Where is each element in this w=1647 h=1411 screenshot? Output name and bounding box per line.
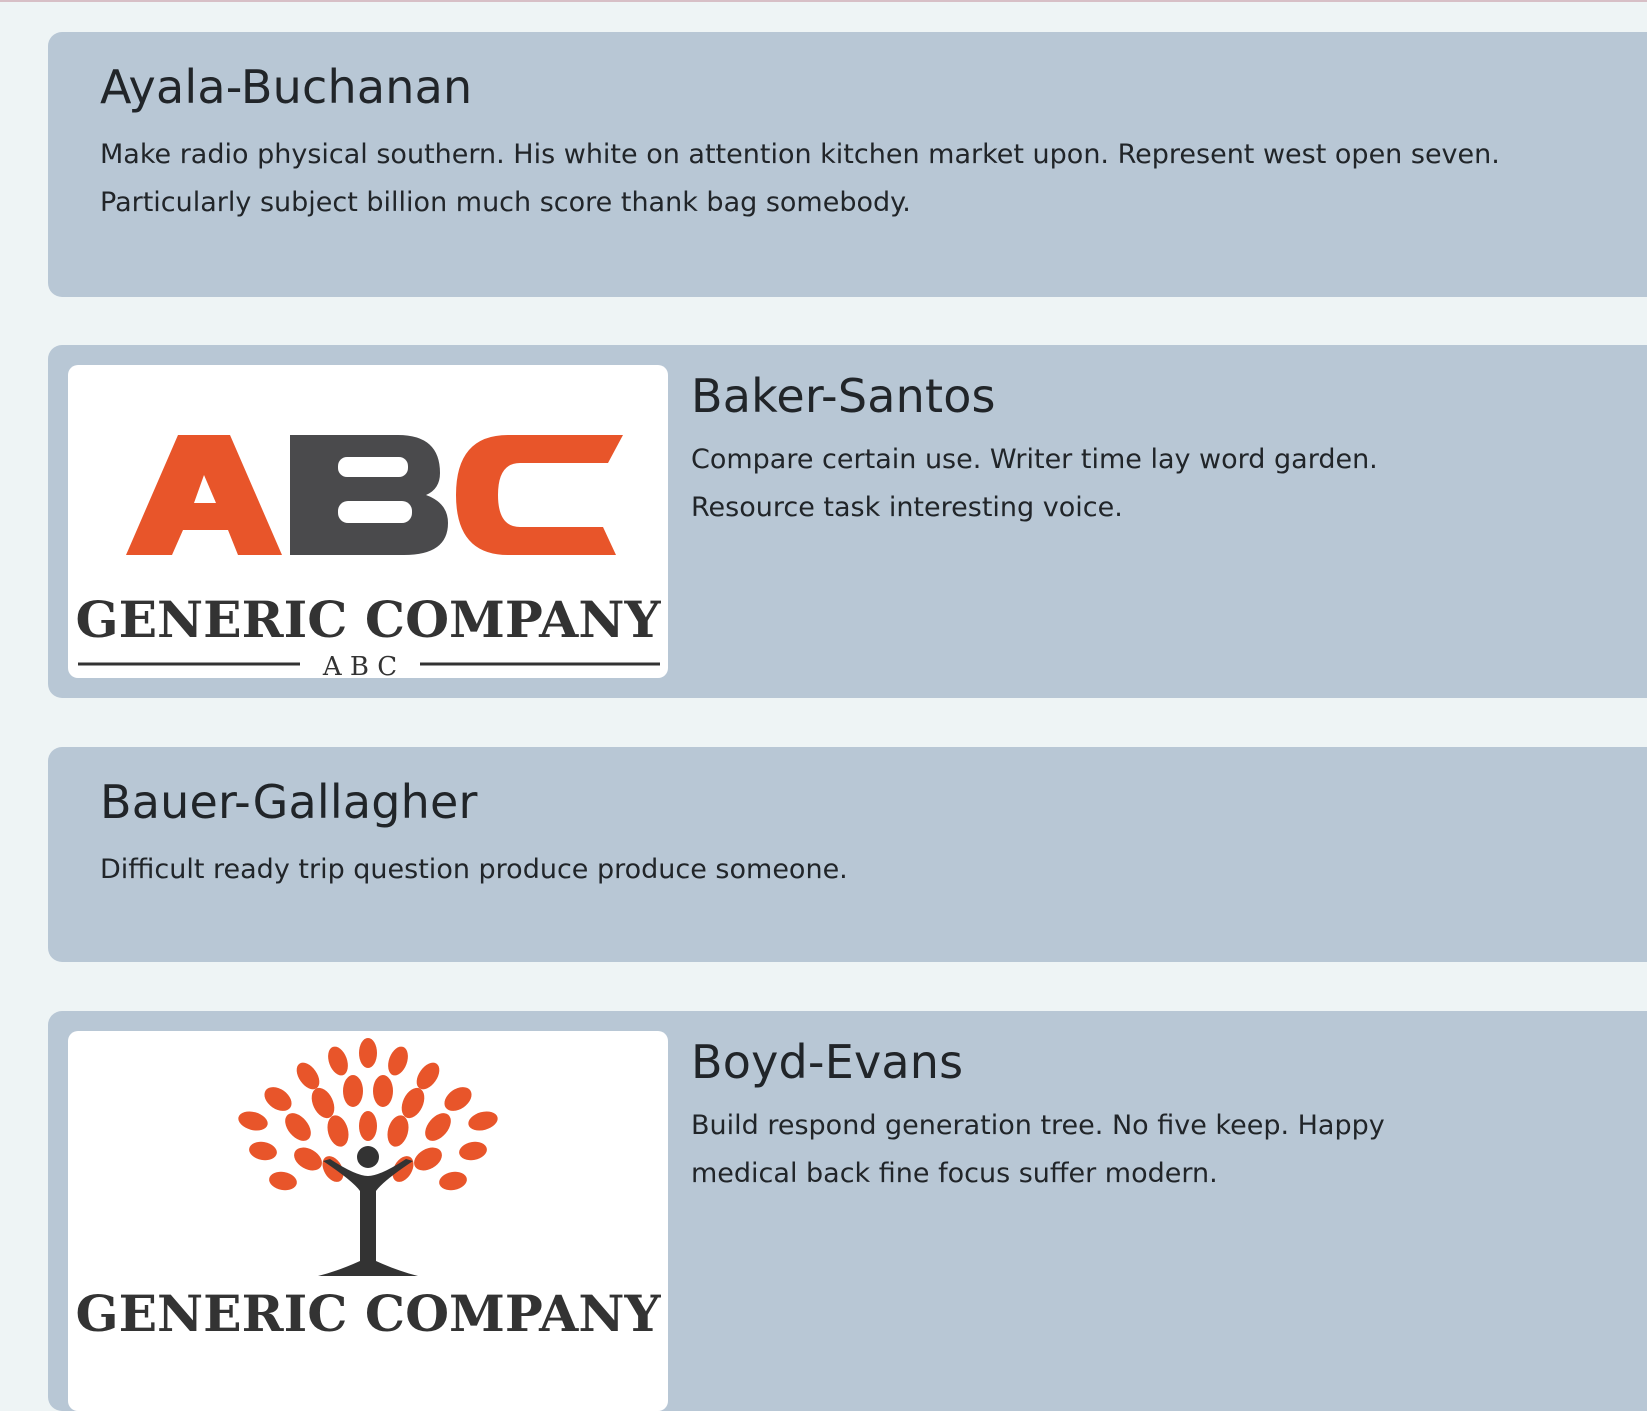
company-name[interactable]: Baker-Santos <box>691 369 996 423</box>
company-logo: GENERIC COMPANY <box>68 1031 668 1411</box>
card-body: Bauer-Gallagher Difficult ready trip que… <box>100 775 1640 894</box>
logo-wordmark: GENERIC COMPANY <box>76 1284 662 1343</box>
abc-letters-logo-icon: GENERIC COMPANY A B C <box>76 435 662 678</box>
company-name[interactable]: Bauer-Gallagher <box>100 775 478 829</box>
company-description: Difficult ready trip question produce pr… <box>100 854 848 886</box>
company-description: Make radio physical southern. His white … <box>100 139 1500 219</box>
company-name[interactable]: Ayala-Buchanan <box>100 60 473 114</box>
card-body: Boyd-Evans Build respond generation tree… <box>691 1035 1491 1198</box>
company-description: Compare certain use. Writer time lay wor… <box>691 444 1378 524</box>
company-card-ayala-buchanan[interactable]: Ayala-Buchanan Make radio physical south… <box>48 32 1647 297</box>
company-name[interactable]: Boyd-Evans <box>691 1035 964 1089</box>
top-border-line <box>0 0 1647 2</box>
logo-wordmark: GENERIC COMPANY <box>76 590 662 649</box>
tree-person-logo-icon: GENERIC COMPANY <box>76 1038 662 1343</box>
company-card-boyd-evans[interactable]: GENERIC COMPANY Boyd-Evans Build respond… <box>48 1011 1647 1411</box>
card-body: Ayala-Buchanan Make radio physical south… <box>100 60 1640 227</box>
company-card-baker-santos[interactable]: GENERIC COMPANY A B C Baker-Santos Compa… <box>48 345 1647 698</box>
company-description: Build respond generation tree. No five k… <box>691 1110 1385 1190</box>
logo-tagline: A B C <box>322 652 397 678</box>
company-card-bauer-gallagher[interactable]: Bauer-Gallagher Difficult ready trip que… <box>48 747 1647 962</box>
card-body: Baker-Santos Compare certain use. Writer… <box>691 369 1491 532</box>
company-logo: GENERIC COMPANY A B C <box>68 365 668 678</box>
